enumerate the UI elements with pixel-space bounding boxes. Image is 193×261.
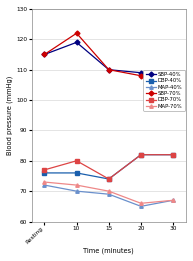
SBP-40%: [172, 71, 174, 74]
DBP-40%: [172, 153, 174, 156]
DBP-40%: [75, 171, 78, 175]
MAP-70%: [172, 199, 174, 202]
SBP-70%: [140, 74, 142, 77]
X-axis label: Time (minutes): Time (minutes): [83, 247, 134, 254]
MAP-40%: [75, 189, 78, 193]
Line: SBP-40%: SBP-40%: [43, 41, 175, 74]
Line: SBP-70%: SBP-70%: [43, 32, 175, 81]
DBP-40%: [43, 171, 46, 175]
DBP-70%: [43, 168, 46, 171]
MAP-40%: [172, 199, 174, 202]
Line: DBP-70%: DBP-70%: [43, 153, 175, 181]
DBP-70%: [108, 177, 110, 181]
SBP-40%: [140, 71, 142, 74]
MAP-40%: [140, 205, 142, 208]
MAP-40%: [43, 183, 46, 187]
DBP-70%: [172, 153, 174, 156]
SBP-70%: [172, 77, 174, 80]
DBP-70%: [140, 153, 142, 156]
Y-axis label: Blood pressure (mmHg): Blood pressure (mmHg): [7, 75, 14, 155]
DBP-40%: [108, 177, 110, 181]
MAP-70%: [108, 189, 110, 193]
Legend: SBP-40%, DBP-40%, MAP-40%, SBP-70%, DBP-70%, MAP-70%: SBP-40%, DBP-40%, MAP-40%, SBP-70%, DBP-…: [143, 69, 185, 111]
Line: DBP-40%: DBP-40%: [43, 153, 175, 181]
MAP-70%: [43, 180, 46, 183]
DBP-40%: [140, 153, 142, 156]
Line: MAP-40%: MAP-40%: [43, 183, 175, 208]
SBP-70%: [108, 68, 110, 71]
SBP-70%: [75, 32, 78, 35]
Line: MAP-70%: MAP-70%: [43, 180, 175, 205]
SBP-70%: [43, 53, 46, 56]
MAP-70%: [75, 183, 78, 187]
MAP-40%: [108, 193, 110, 196]
MAP-70%: [140, 202, 142, 205]
DBP-70%: [75, 159, 78, 162]
SBP-40%: [108, 68, 110, 71]
SBP-40%: [75, 41, 78, 44]
SBP-40%: [43, 53, 46, 56]
